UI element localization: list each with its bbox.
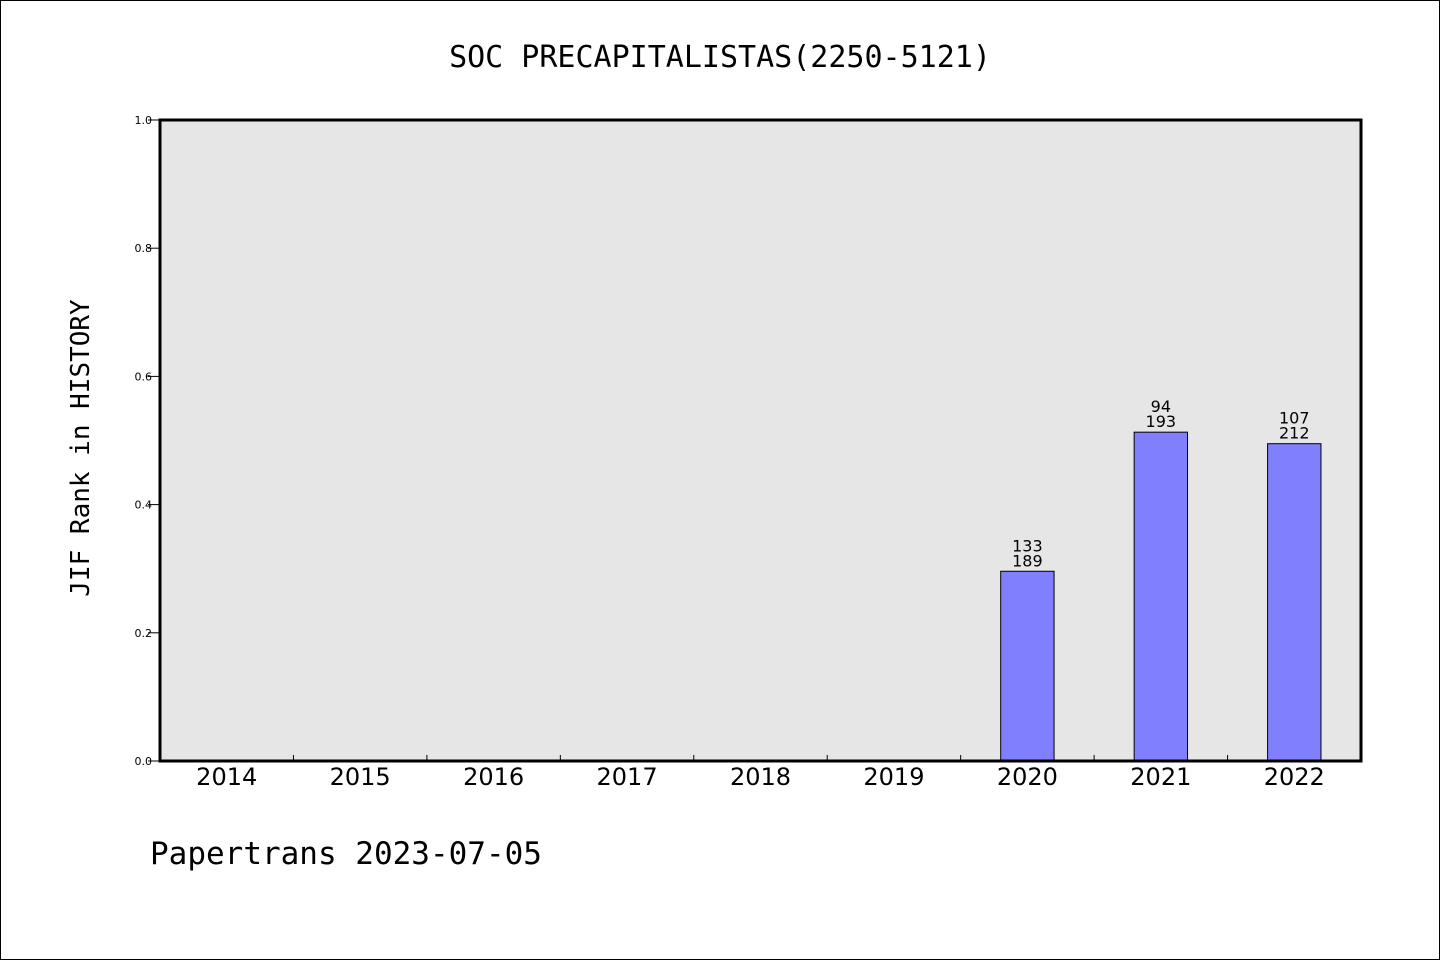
x-tick-label: 2017: [597, 763, 658, 791]
x-tick-label: 2021: [1130, 763, 1191, 791]
credit-text: Papertrans 2023-07-05: [150, 836, 542, 872]
x-tick-label: 2019: [863, 763, 924, 791]
x-axis-ticks: 2014 2015 2016 2017 2018 2019 2020 2021 2022: [196, 755, 1325, 791]
bar-label-top: 94: [1151, 397, 1171, 416]
y-tick-label: 0.8: [135, 242, 153, 255]
bars: [1000, 431, 1322, 762]
chart-title: SOC PRECAPITALISTAS(2250-5121): [449, 40, 991, 75]
bar-label-bottom: 193: [1146, 412, 1177, 431]
y-tick-label: 0.2: [135, 627, 153, 640]
x-tick-label: 2015: [330, 763, 391, 791]
bar-label-bottom: 189: [1012, 551, 1043, 570]
y-tick-label: 0.4: [135, 499, 153, 512]
x-tick-label: 2018: [730, 763, 791, 791]
bar-label-bottom: 212: [1279, 424, 1310, 443]
x-tick-label: 2022: [1264, 763, 1325, 791]
x-tick-label: 2020: [997, 763, 1058, 791]
bar-label-top: 133: [1012, 536, 1043, 555]
bar-label-top: 107: [1279, 409, 1310, 428]
x-tick-label: 2014: [196, 763, 257, 791]
y-axis-label: JIF Rank in HISTORY: [66, 299, 96, 597]
y-tick-label: 0.6: [135, 370, 153, 383]
y-axis-ticks: 0.0 0.2 0.4 0.6 0.8 1.0: [135, 114, 160, 768]
plot-border: [158, 118, 1363, 763]
bar-2021: [1133, 431, 1189, 762]
bar-2022: [1267, 443, 1322, 762]
bar-2020: [1000, 570, 1055, 762]
y-tick-label: 1.0: [135, 114, 153, 127]
x-tick-label: 2016: [463, 763, 524, 791]
y-tick-label: 0.0: [135, 755, 153, 768]
